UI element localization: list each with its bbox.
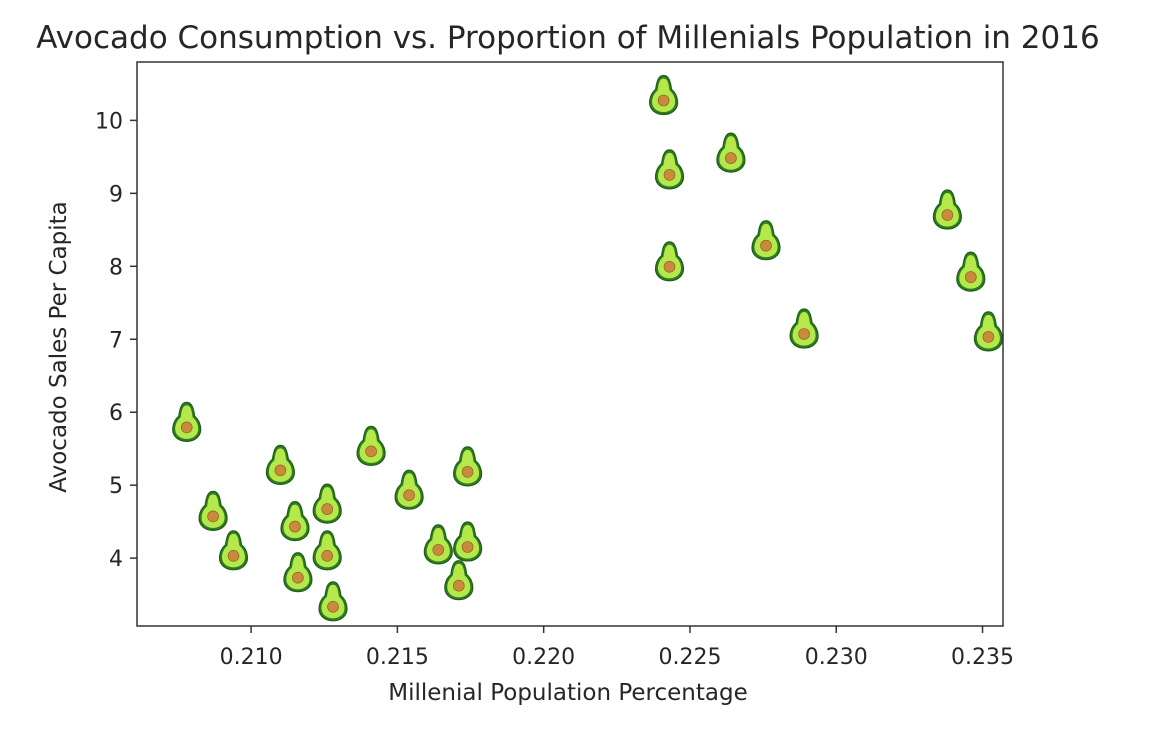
avocado-icon bbox=[283, 552, 313, 593]
avocado-icon bbox=[312, 530, 342, 571]
y-tick-label: 7 bbox=[109, 328, 123, 353]
avocado-icon bbox=[172, 401, 202, 442]
x-tick-label: 0.215 bbox=[366, 645, 429, 670]
avocado-icon bbox=[356, 425, 386, 466]
y-axis-label: Avocado Sales Per Capita bbox=[46, 201, 72, 493]
chart-title: Avocado Consumption vs. Proportion of Mi… bbox=[36, 20, 1099, 56]
avocado-icon bbox=[453, 521, 483, 562]
x-tick-label: 0.230 bbox=[805, 645, 868, 670]
avocado-icon bbox=[751, 220, 781, 261]
y-axis-ticks: 4 5 6 7 8 9 10 bbox=[95, 109, 137, 572]
avocado-icon bbox=[394, 469, 424, 510]
y-tick-label: 5 bbox=[109, 474, 123, 499]
avocado-icon bbox=[648, 74, 679, 116]
avocado-icon bbox=[789, 308, 819, 349]
x-tick-label: 0.225 bbox=[658, 645, 721, 670]
avocado-icon bbox=[654, 149, 685, 190]
y-tick-label: 6 bbox=[109, 401, 123, 426]
y-tick-label: 8 bbox=[109, 255, 123, 280]
x-tick-label: 0.220 bbox=[512, 645, 575, 670]
x-axis-label: Millenial Population Percentage bbox=[388, 680, 747, 706]
avocado-icon bbox=[265, 444, 295, 485]
avocado-icon bbox=[932, 189, 963, 230]
avocado-icon bbox=[716, 132, 746, 173]
x-axis-ticks: 0.210 0.215 0.220 0.225 0.230 0.235 bbox=[220, 626, 1014, 670]
avocado-icon bbox=[444, 560, 474, 601]
avocado-icon bbox=[973, 311, 1004, 352]
data-points bbox=[172, 74, 1004, 622]
plot-frame bbox=[136, 61, 1004, 627]
avocado-icon bbox=[280, 500, 310, 542]
y-tick-label: 4 bbox=[109, 547, 123, 572]
x-tick-label: 0.235 bbox=[951, 645, 1014, 670]
y-tick-label: 9 bbox=[109, 182, 123, 207]
y-tick-label: 10 bbox=[95, 109, 123, 134]
avocado-icon bbox=[318, 581, 348, 622]
avocado-icon bbox=[423, 524, 453, 565]
avocado-icon bbox=[956, 251, 986, 292]
avocado-icon bbox=[453, 446, 483, 487]
x-tick-label: 0.210 bbox=[220, 645, 283, 670]
avocado-icon bbox=[198, 490, 228, 532]
avocado-icon bbox=[218, 530, 249, 571]
avocado-icon bbox=[312, 483, 342, 524]
avocado-icon bbox=[654, 241, 685, 282]
